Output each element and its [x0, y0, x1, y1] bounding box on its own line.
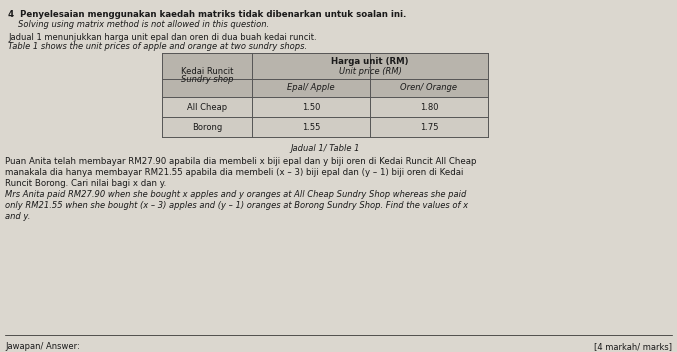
- Text: Borong: Borong: [192, 122, 222, 132]
- Text: Jadual 1/ Table 1: Jadual 1/ Table 1: [290, 144, 359, 153]
- Bar: [162, 53, 488, 97]
- Text: Runcit Borong. Cari nilai bagi x dan y.: Runcit Borong. Cari nilai bagi x dan y.: [5, 179, 167, 188]
- Text: Table 1 shows the unit prices of apple and orange at two sundry shops.: Table 1 shows the unit prices of apple a…: [8, 42, 307, 51]
- Bar: [162, 97, 488, 137]
- Text: 4  Penyelesaian menggunakan kaedah matriks tidak dibenarkan untuk soalan ini.: 4 Penyelesaian menggunakan kaedah matrik…: [8, 10, 406, 19]
- Text: 1.50: 1.50: [302, 102, 320, 112]
- Text: 1.80: 1.80: [420, 102, 438, 112]
- Text: Oren/ Orange: Oren/ Orange: [401, 83, 458, 93]
- Text: and y.: and y.: [5, 212, 30, 221]
- Text: Epal/ Apple: Epal/ Apple: [287, 83, 335, 93]
- Text: [4 markah/ marks]: [4 markah/ marks]: [594, 342, 672, 351]
- Text: Jawapan/ Answer:: Jawapan/ Answer:: [5, 342, 80, 351]
- Text: 1.75: 1.75: [420, 122, 438, 132]
- Text: Sundry shop: Sundry shop: [181, 75, 234, 84]
- Text: Solving using matrix method is not allowed in this question.: Solving using matrix method is not allow…: [18, 20, 269, 29]
- Text: Puan Anita telah membayar RM27.90 apabila dia membeli x biji epal dan y biji ore: Puan Anita telah membayar RM27.90 apabil…: [5, 157, 477, 166]
- Text: Harga unit (RM): Harga unit (RM): [331, 57, 409, 67]
- Text: only RM21.55 when she bought (x – 3) apples and (y – 1) oranges at Borong Sundry: only RM21.55 when she bought (x – 3) app…: [5, 201, 468, 210]
- Text: Mrs Anita paid RM27.90 when she bought x apples and y oranges at All Cheap Sundr: Mrs Anita paid RM27.90 when she bought x…: [5, 190, 466, 199]
- Text: Unit price (RM): Unit price (RM): [338, 67, 401, 75]
- Text: 1.55: 1.55: [302, 122, 320, 132]
- Text: All Cheap: All Cheap: [187, 102, 227, 112]
- Text: Kedai Runcit: Kedai Runcit: [181, 67, 233, 75]
- Text: manakala dia hanya membayar RM21.55 apabila dia membeli (x – 3) biji epal dan (y: manakala dia hanya membayar RM21.55 apab…: [5, 168, 463, 177]
- Text: Jadual 1 menunjukkan harga unit epal dan oren di dua buah kedai runcit.: Jadual 1 menunjukkan harga unit epal dan…: [8, 33, 317, 42]
